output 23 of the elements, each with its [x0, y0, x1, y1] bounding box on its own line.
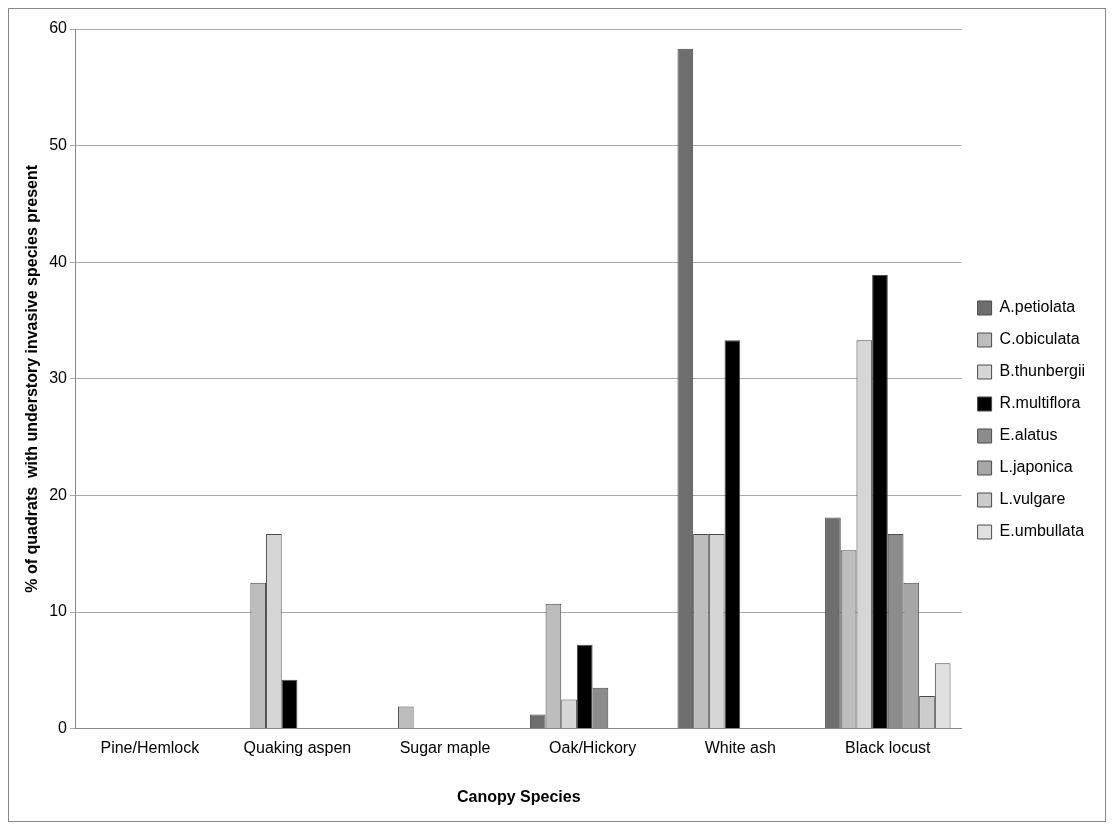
- legend-label: B.thunbergii: [999, 362, 1085, 380]
- x-tick-label: White ash: [704, 738, 776, 756]
- x-tick-label: Sugar maple: [399, 738, 491, 756]
- y-axis-title: % of quadrats with understory invasive species present: [23, 164, 41, 593]
- legend-label: E.umbullata: [999, 522, 1085, 540]
- x-axis-title: Canopy Species: [457, 787, 581, 805]
- legend-label: L.vulgare: [999, 490, 1066, 508]
- y-tick-label: 20: [49, 485, 68, 503]
- y-tick-label: 60: [49, 19, 68, 37]
- x-tick-label: Quaking aspen: [243, 738, 352, 756]
- y-tick-label: 0: [58, 719, 68, 737]
- y-tick-label: 50: [49, 136, 68, 154]
- y-tick-label: 40: [49, 252, 68, 270]
- y-tick-label: 10: [49, 602, 68, 620]
- legend-label: L.japonica: [999, 458, 1073, 476]
- x-tick-label: Oak/Hickory: [549, 738, 637, 756]
- legend-label: E.alatus: [999, 426, 1058, 444]
- legend-label: A.petiolata: [999, 298, 1076, 316]
- x-tick-label: Black locust: [845, 738, 932, 756]
- legend-label: R.multiflora: [999, 394, 1081, 412]
- y-tick-label: 30: [49, 369, 68, 387]
- x-tick-label: Pine/Hemlock: [100, 738, 201, 756]
- legend-label: C.obiculata: [999, 330, 1080, 348]
